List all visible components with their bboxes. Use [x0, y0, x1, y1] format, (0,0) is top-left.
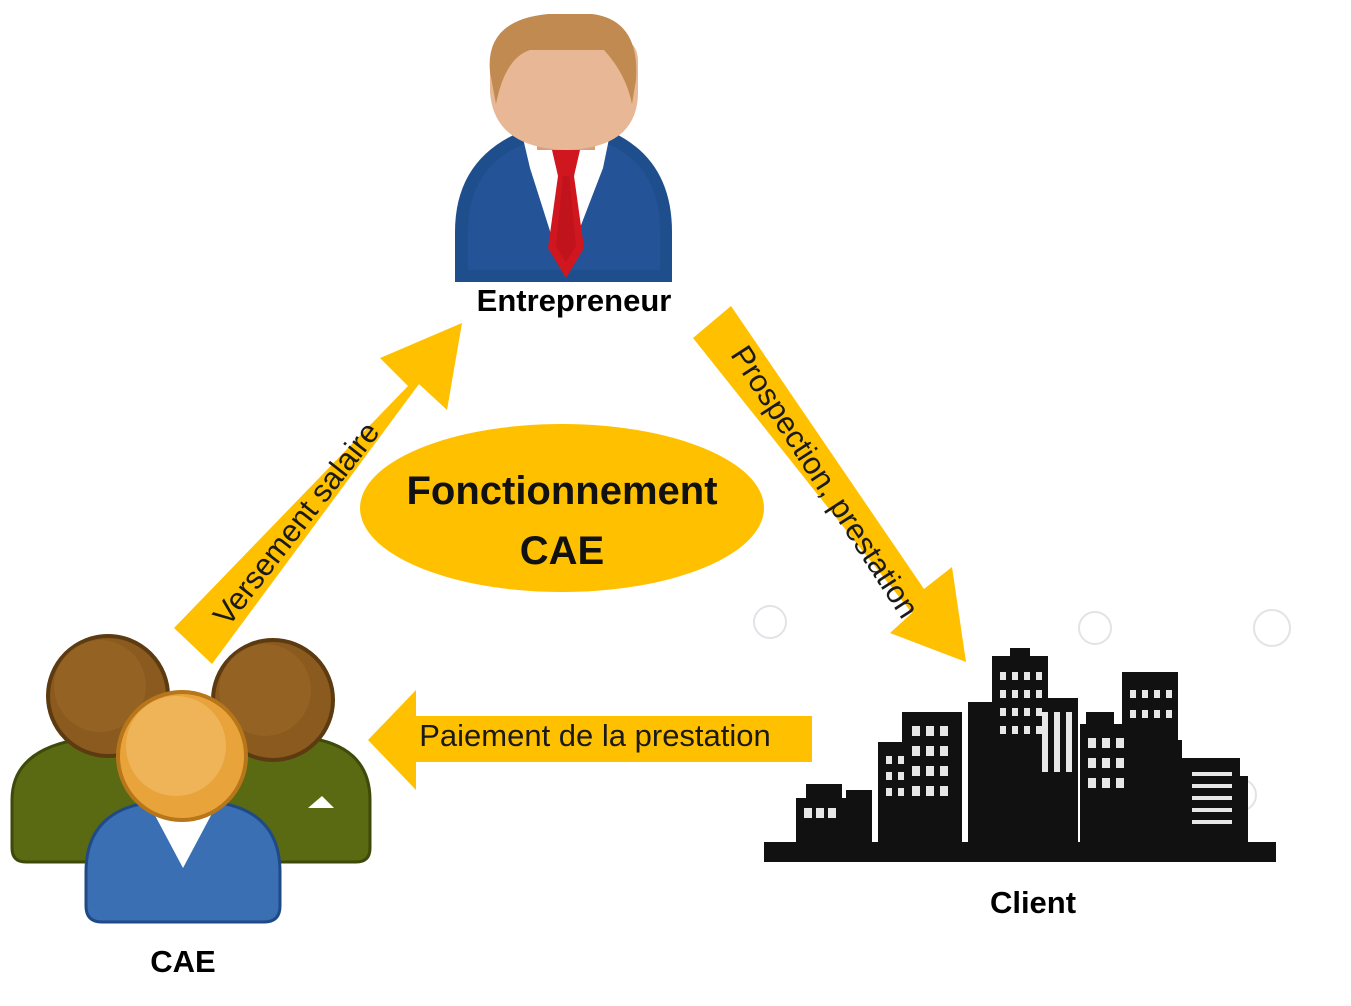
center-title-line1: Fonctionnement — [406, 469, 717, 513]
arrow-client-to-cae: Paiement de la prestation — [368, 690, 812, 790]
arrow-label-prospection-prestation: Prospection, prestation — [724, 339, 926, 624]
city-buildings-icon — [764, 648, 1276, 862]
client-label: Client — [990, 885, 1076, 920]
people-group-icon — [10, 634, 372, 924]
businessman-icon — [455, 14, 672, 282]
cae-label: CAE — [150, 944, 215, 979]
center-ellipse: Fonctionnement CAE — [360, 424, 764, 592]
arrow-label-versement-salaire: Versement salaire — [206, 415, 386, 632]
building-windows — [804, 672, 1232, 824]
arrow-label-paiement: Paiement de la prestation — [419, 718, 771, 753]
center-title-line2: CAE — [520, 529, 604, 573]
entrepreneur-label: Entrepreneur — [477, 283, 672, 318]
